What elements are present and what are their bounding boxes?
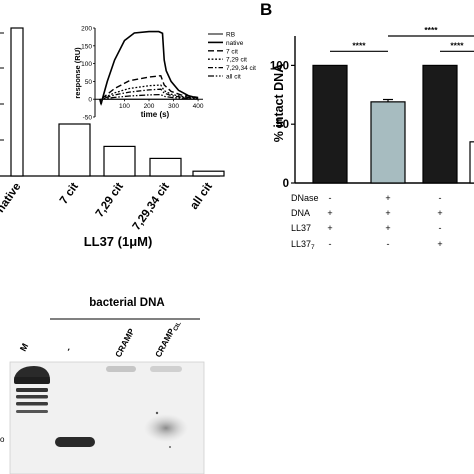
panel-a-x-axis-label: LL37 (1μM): [84, 234, 153, 249]
gel-smear-cramp-cil: [144, 414, 188, 442]
condition-table: DNase - + -DNA + + +LL37 + + -LL377- - +: [291, 193, 443, 251]
panel-a-x-tick-label: 7 cit: [58, 181, 81, 207]
inset-chart: -50 0 50 100 150 200 100 200 300 400 time (s) res…: [73, 26, 256, 122]
condition-cell: +: [437, 208, 442, 218]
condition-cell: -: [329, 239, 332, 249]
inset-legend-label: 7,29,34 cit: [226, 65, 256, 72]
panel-a-bar: [149, 157, 182, 177]
panel-b-bar: [469, 141, 474, 184]
gel-marker-lane: [14, 366, 50, 413]
significance-label: ****: [352, 40, 366, 50]
significance-label: ****: [450, 40, 464, 50]
gel-lane-label-m: M: [18, 342, 30, 353]
panel-a-bar: [10, 27, 24, 177]
panel-a-bar: [58, 123, 91, 177]
panel-a-bar: [192, 170, 225, 177]
condition-cell: -: [439, 223, 442, 233]
inset-y-tick-label: -50: [83, 115, 93, 122]
panel-b-bar: [422, 64, 458, 184]
gel-panel: bacterial DNA M - CRAMP CRAMPCIL: [0, 297, 205, 474]
inset-series-line: [99, 84, 199, 105]
inset-y-tick-label: 50: [85, 79, 93, 86]
panel-b-y-tick-label: 0: [283, 178, 289, 190]
panel-b-bar: [312, 64, 348, 184]
gel-lane-label-cramp-cil: CRAMPCIL: [153, 318, 183, 360]
condition-row-label-subscript: 7: [311, 244, 315, 251]
gel-title: bacterial DNA: [89, 297, 164, 309]
panel-b-significance: **** **** ****: [330, 25, 474, 52]
inset-x-tick-label: 400: [193, 103, 204, 110]
panel-b-bars: [312, 64, 474, 184]
inset-lines: [99, 30, 199, 106]
panel-a: native 7 cit 7,29 cit 7,29,34 cit all cit LL…: [0, 26, 256, 249]
panel-a-x-tick-labels: native 7 cit 7,29 cit 7,29,34 cit all cit: [0, 181, 215, 233]
condition-cell: +: [385, 208, 390, 218]
condition-row-label: LL377: [291, 239, 315, 251]
gel-lane-label-neg: -: [63, 346, 73, 353]
inset-x-tick-label: 300: [168, 103, 179, 110]
panel-b: B % intact DNA 0 50 100 **** **** **** DNase…: [260, 0, 474, 251]
inset-y-tick-label: 100: [81, 61, 92, 68]
panel-b-y-tick-label: 50: [276, 119, 289, 131]
significance-label: ****: [424, 25, 438, 35]
inset-legend-label: 7 cit: [226, 48, 238, 55]
inset-legend-label: all cit: [226, 74, 241, 81]
condition-cell: -: [439, 193, 442, 203]
panel-a-bars: [10, 27, 225, 177]
inset-series-line: [99, 88, 199, 105]
inset-legend-label: RB: [226, 32, 235, 39]
svg-text:CRAMPCIL: CRAMPCIL: [153, 318, 183, 360]
condition-cell: +: [385, 223, 390, 233]
condition-cell: -: [387, 239, 390, 249]
panel-a-x-tick-label: native: [0, 181, 23, 215]
condition-row-label: DNA: [291, 208, 310, 218]
inset-y-tick-label: 200: [81, 26, 92, 33]
gel-band-cramp-cil-well: [150, 366, 182, 372]
inset-series-line: [99, 30, 199, 105]
panel-b-y-tick-label: 100: [270, 60, 289, 72]
condition-cell: +: [437, 239, 442, 249]
inset-y-tick-label: 150: [81, 43, 92, 50]
gel-band-cramp-well: [106, 366, 136, 372]
panel-a-left-ticks: [0, 32, 4, 141]
inset-legend-label: native: [226, 40, 244, 47]
inset-x-axis-label: time (s): [141, 110, 170, 119]
gel-lane-label-cramp: CRAMP: [113, 326, 137, 359]
inset-legend-label: 7,29 cit: [226, 57, 247, 64]
panel-b-bar: [370, 101, 406, 184]
condition-cell: +: [385, 193, 390, 203]
inset-x-tick-label: 100: [119, 103, 130, 110]
condition-row-label: DNase: [291, 193, 319, 203]
inset-y-tick-label: 0: [88, 97, 92, 104]
panel-a-x-tick-label: 7,29 cit: [94, 181, 126, 220]
panel-a-x-tick-label: 7,29,34 cit: [131, 181, 172, 233]
panel-a-bar: [103, 145, 136, 177]
gel-band-neg: [55, 437, 95, 447]
inset-axes: -50 0 50 100 150 200 100 200 300 400: [81, 26, 204, 122]
condition-cell: +: [327, 223, 332, 233]
inset-x-tick-label: 200: [144, 103, 155, 110]
condition-cell: +: [327, 208, 332, 218]
condition-row-label: LL37: [291, 223, 311, 233]
inset-series-line: [99, 93, 199, 104]
panel-b-y-axis-label: % intact DNA: [272, 64, 286, 142]
panel-b-letter: B: [260, 0, 272, 19]
inset-y-axis-label: response (RU): [73, 47, 82, 99]
condition-cell: -: [329, 193, 332, 203]
panel-a-x-tick-label: all cit: [188, 181, 215, 212]
gel-edge-mark: o: [0, 435, 5, 444]
